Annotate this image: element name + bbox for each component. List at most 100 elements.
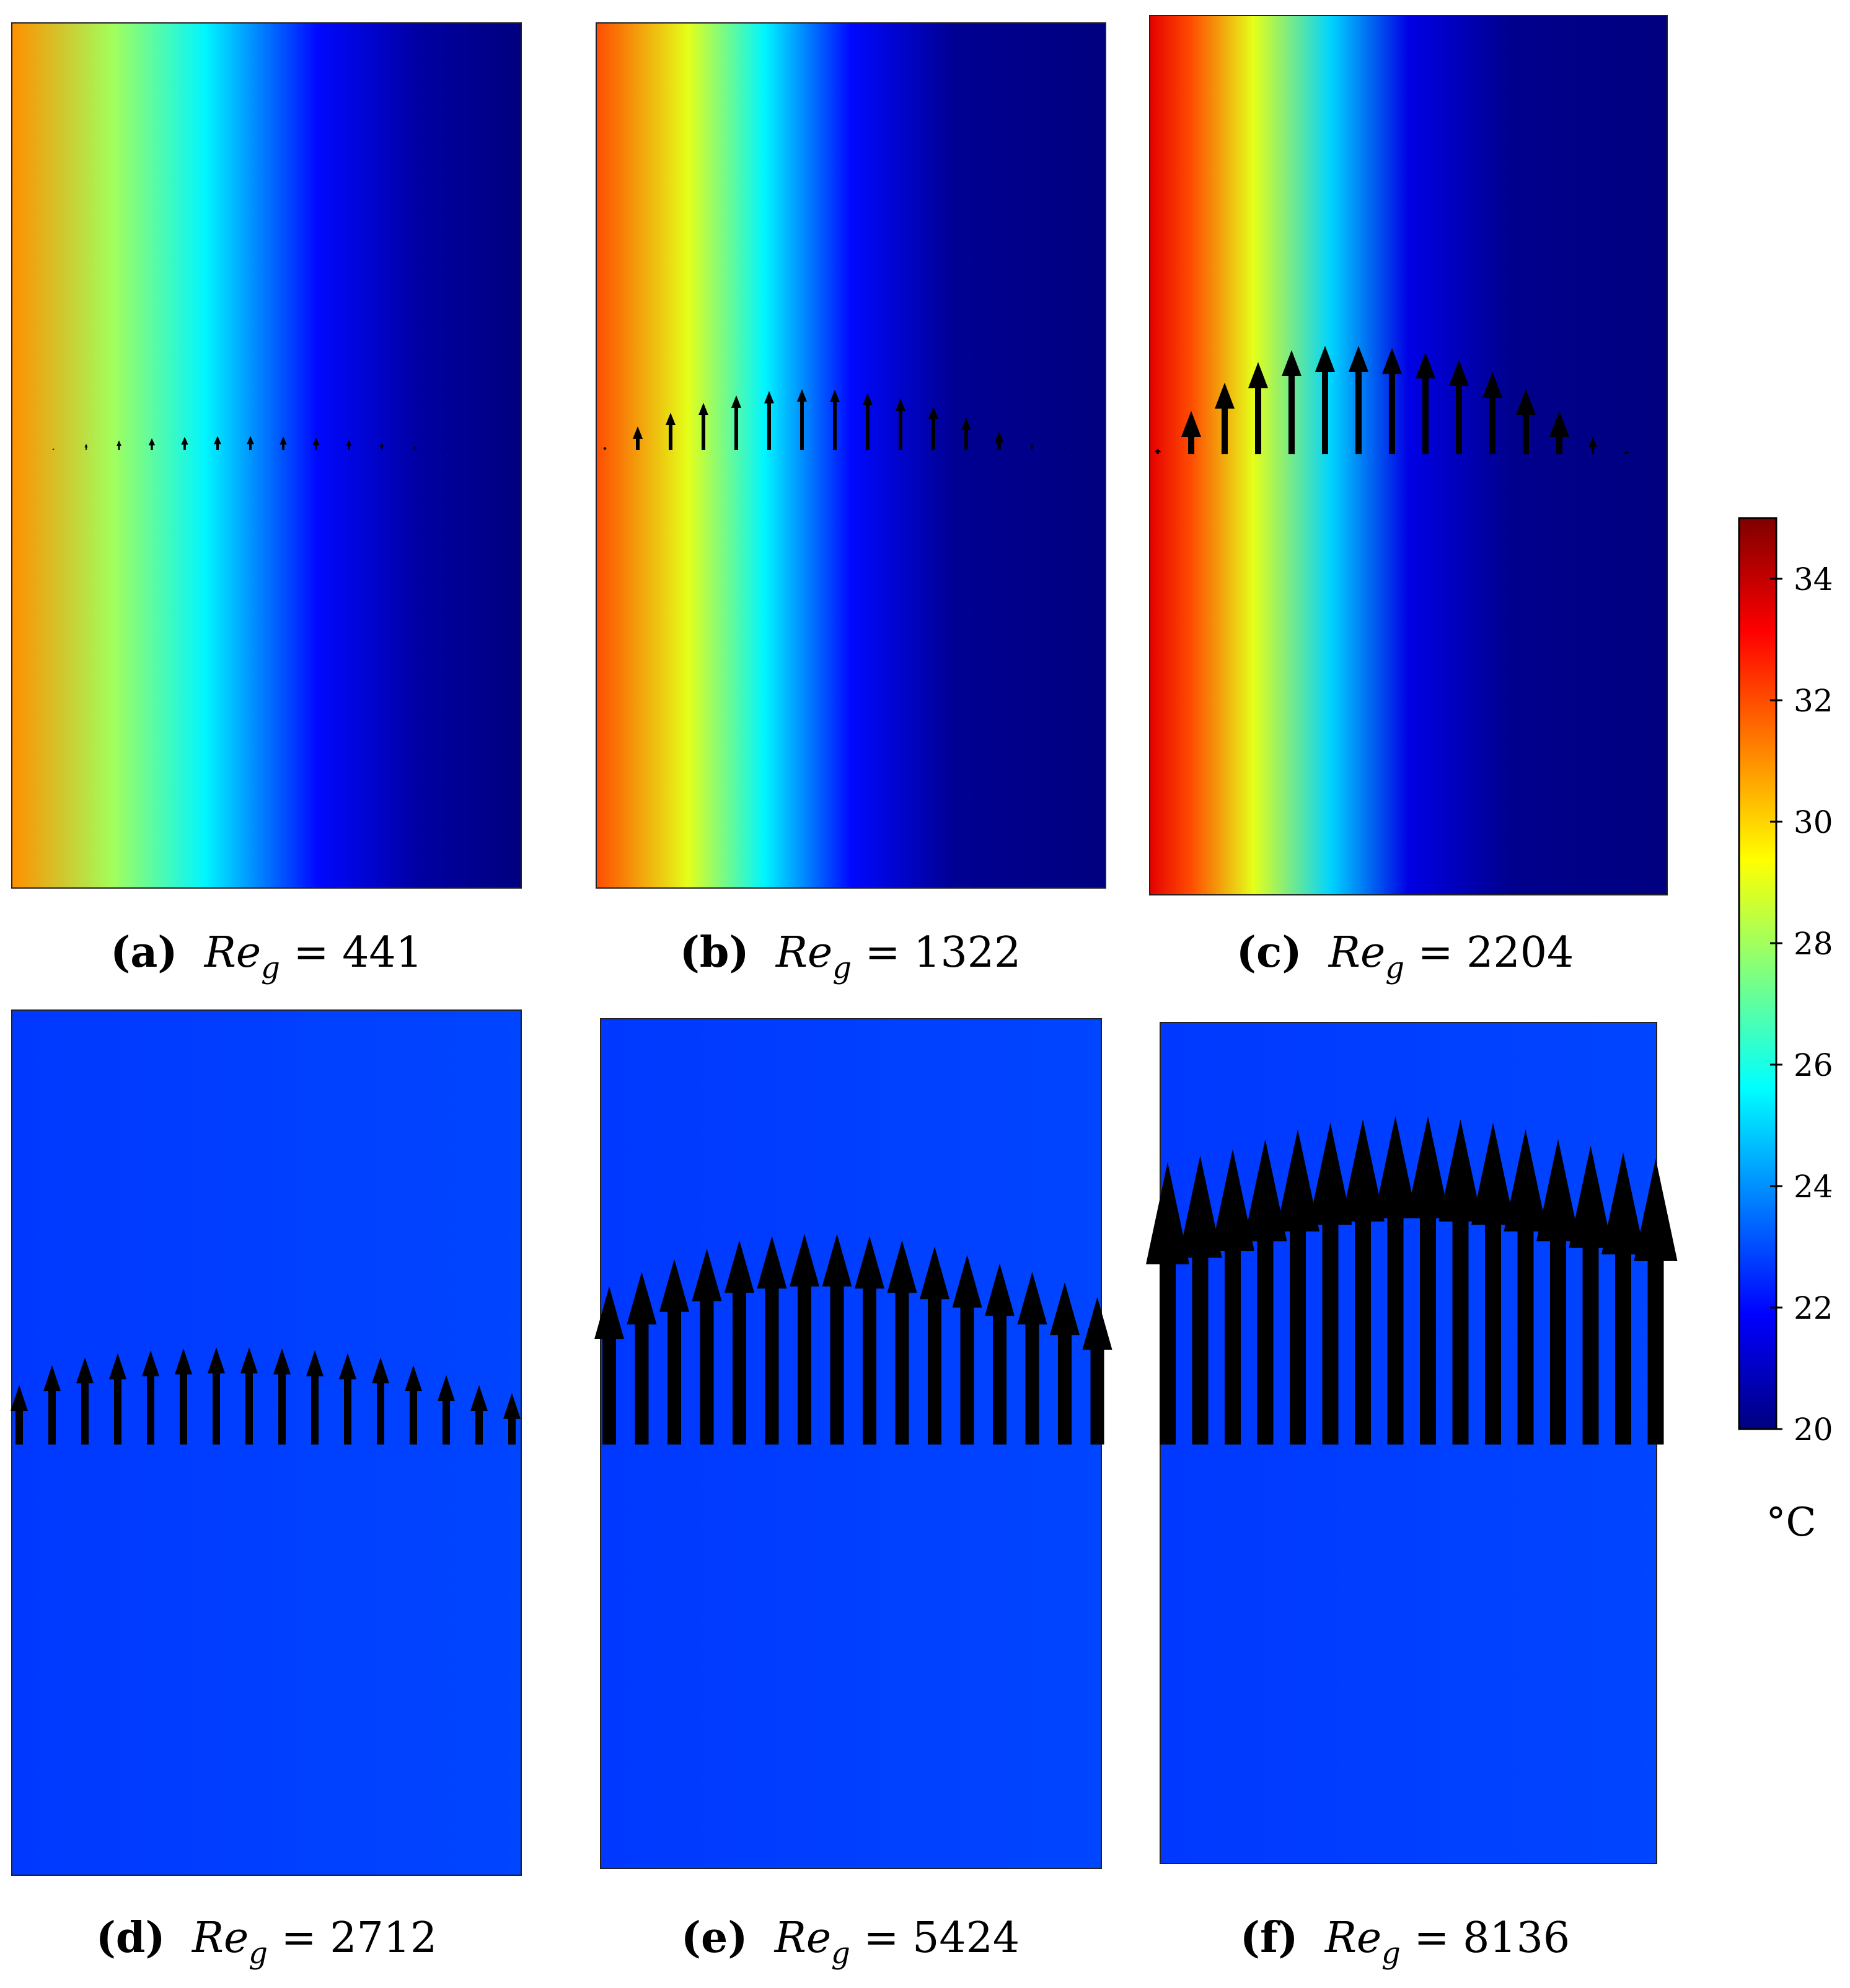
velocity-arrow bbox=[181, 436, 188, 450]
velocity-arrow bbox=[109, 1353, 126, 1445]
velocity-arrow bbox=[339, 1353, 356, 1445]
velocity-arrow bbox=[76, 1357, 94, 1445]
colorbar-tick: 24 bbox=[1770, 1169, 1833, 1205]
caption-letter: (d) bbox=[96, 1913, 165, 1963]
velocity-arrow bbox=[175, 1348, 192, 1445]
svg-text:32: 32 bbox=[1794, 683, 1833, 719]
colorbar-unit: °C bbox=[1766, 1500, 1817, 1546]
caption-letter: (f) bbox=[1240, 1913, 1298, 1963]
velocity-arrows-b bbox=[603, 389, 1067, 450]
caption-value: 2712 bbox=[330, 1914, 437, 1963]
velocity-arrow bbox=[1063, 449, 1067, 450]
velocity-arrow bbox=[1504, 1129, 1548, 1445]
velocity-arrow bbox=[994, 431, 1004, 450]
velocity-arrow bbox=[1634, 1158, 1678, 1445]
velocity-arrow bbox=[1623, 451, 1630, 454]
colorbar: 20 22 24 26 28 30 32 34 °C bbox=[1738, 517, 1833, 1546]
velocity-arrow bbox=[1482, 372, 1502, 454]
velocity-arrow bbox=[952, 1255, 982, 1445]
panel-a: (a) Reg = 441 bbox=[11, 22, 522, 985]
velocity-arrow bbox=[43, 1365, 61, 1445]
velocity-arrow bbox=[1516, 389, 1536, 454]
velocity-arrow bbox=[1248, 362, 1268, 454]
caption-equals: = bbox=[850, 1914, 912, 1963]
panel-f: (f) Reg = 8136 bbox=[1146, 1022, 1678, 1971]
velocity-arrow bbox=[1154, 449, 1161, 454]
velocity-arrow bbox=[1549, 411, 1569, 454]
velocity-arrow bbox=[1082, 1297, 1112, 1445]
caption-symbol: Re bbox=[203, 928, 261, 977]
temperature-field-c bbox=[1149, 15, 1668, 895]
caption-equals: = bbox=[852, 928, 914, 977]
caption-symbol: Re bbox=[773, 1914, 831, 1963]
velocity-arrow bbox=[1471, 1122, 1515, 1445]
velocity-arrow bbox=[1349, 346, 1368, 454]
velocity-arrow bbox=[928, 407, 938, 450]
svg-text:20: 20 bbox=[1794, 1412, 1833, 1448]
caption-letter: (e) bbox=[681, 1913, 748, 1963]
velocity-arrow bbox=[985, 1263, 1015, 1445]
velocity-arrow bbox=[1178, 1155, 1222, 1445]
caption-subscript: g bbox=[261, 951, 280, 985]
velocity-arrow bbox=[594, 1286, 624, 1445]
velocity-arrow bbox=[1416, 352, 1435, 454]
velocity-arrow bbox=[1030, 444, 1034, 450]
velocity-arrow bbox=[725, 1240, 754, 1445]
caption-value: 441 bbox=[342, 928, 423, 977]
velocity-arrow bbox=[503, 1392, 521, 1445]
velocity-arrow bbox=[863, 393, 873, 450]
velocity-arrow bbox=[1276, 1129, 1319, 1445]
colorbar-tick: 26 bbox=[1770, 1047, 1833, 1083]
velocity-arrow bbox=[757, 1236, 787, 1445]
velocity-arrow bbox=[470, 1385, 488, 1445]
svg-text:28: 28 bbox=[1794, 926, 1833, 962]
velocity-arrow bbox=[208, 1347, 225, 1445]
velocity-arrow bbox=[1341, 1119, 1385, 1445]
caption-d: (d) Reg = 2712 bbox=[96, 1913, 438, 1971]
panel-b: (b) Reg = 1322 bbox=[596, 22, 1106, 985]
colorbar-tick: 28 bbox=[1770, 926, 1833, 962]
velocity-arrow bbox=[148, 438, 156, 450]
temperature-field-e bbox=[600, 1018, 1102, 1869]
caption-symbol: Re bbox=[1324, 1914, 1381, 1963]
temperature-field-a bbox=[11, 22, 522, 889]
velocity-arrow bbox=[413, 446, 416, 450]
velocity-arrow bbox=[822, 1234, 852, 1445]
velocity-arrow bbox=[855, 1236, 884, 1445]
caption-subscript: g bbox=[249, 1936, 268, 1971]
velocity-arrow bbox=[214, 436, 221, 450]
velocity-arrows-f bbox=[1146, 1116, 1678, 1445]
velocity-arrow bbox=[1569, 1145, 1613, 1445]
caption-subscript: g bbox=[1385, 951, 1404, 985]
panel-d: (d) Reg = 2712 bbox=[11, 1009, 522, 1971]
velocity-arrow bbox=[1536, 1139, 1580, 1445]
caption-f: (f) Reg = 8136 bbox=[1240, 1913, 1570, 1971]
caption-letter: (c) bbox=[1236, 928, 1302, 977]
velocity-arrow bbox=[731, 395, 741, 450]
caption-a: (a) Reg = 441 bbox=[110, 928, 423, 985]
velocity-arrow bbox=[692, 1248, 722, 1445]
velocity-arrow bbox=[1373, 1116, 1417, 1445]
velocity-arrow bbox=[1601, 1152, 1645, 1445]
velocity-arrow bbox=[961, 418, 971, 450]
colorbar-tick: 34 bbox=[1770, 561, 1833, 597]
colorbar-tick: 20 bbox=[1770, 1412, 1833, 1448]
velocity-arrow bbox=[1215, 382, 1235, 454]
velocity-arrows-a bbox=[51, 436, 449, 450]
velocity-arrow bbox=[666, 413, 676, 450]
caption-equals: = bbox=[1401, 1914, 1463, 1963]
caption-letter: (a) bbox=[110, 928, 177, 977]
caption-subscript: g bbox=[832, 951, 852, 985]
caption-e: (e) Reg = 5424 bbox=[681, 1913, 1020, 1971]
velocity-arrow bbox=[1282, 350, 1302, 454]
velocity-arrow bbox=[273, 1348, 291, 1445]
velocity-arrows-c bbox=[1154, 346, 1630, 454]
caption-symbol: Re bbox=[1328, 928, 1385, 977]
temperature-field-f bbox=[1160, 1022, 1657, 1864]
velocity-arrow bbox=[1308, 1122, 1352, 1445]
velocity-arrow bbox=[51, 448, 55, 450]
temperature-field-b bbox=[596, 22, 1106, 889]
velocity-arrow bbox=[603, 447, 607, 450]
velocity-arrow bbox=[1243, 1139, 1287, 1445]
